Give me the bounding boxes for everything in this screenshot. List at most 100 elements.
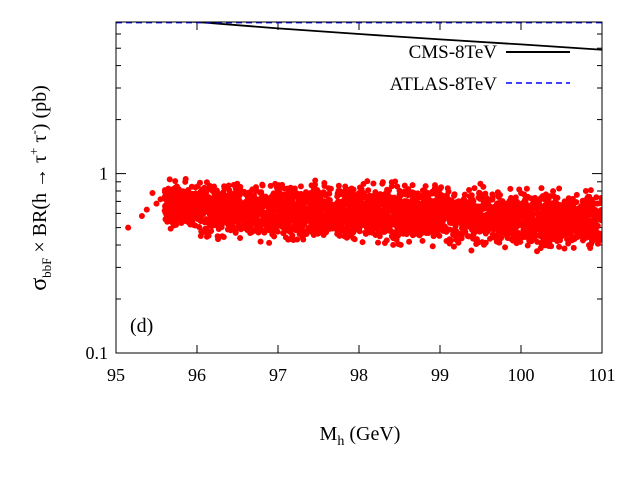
scatter-point — [153, 200, 160, 207]
series-line-cms-8tev — [180, 22, 602, 51]
scatter-point — [413, 205, 420, 212]
scatter-point — [437, 219, 444, 226]
scatter-point — [267, 205, 274, 212]
scatter-point — [209, 215, 216, 222]
scatter-point — [483, 195, 490, 202]
scatter-point — [550, 207, 557, 214]
scatter-point — [359, 201, 366, 208]
scatter-point — [381, 239, 388, 246]
scatter-point — [432, 197, 439, 204]
scatter-point — [468, 247, 475, 254]
scatter-point — [564, 227, 571, 234]
scatter-point — [286, 228, 293, 235]
scatter-point — [409, 182, 416, 189]
scatter-point — [254, 217, 261, 224]
scatter-point — [219, 217, 226, 224]
scatter-point — [443, 214, 450, 221]
scatter-point — [491, 215, 498, 222]
scatter-point — [321, 179, 328, 186]
scatter-point — [314, 187, 321, 194]
scatter-point — [314, 211, 321, 218]
scatter-point — [552, 230, 559, 237]
scatter-point — [312, 177, 319, 184]
scatter-point — [435, 210, 442, 217]
scatter-point — [467, 197, 474, 204]
scatter-point — [478, 224, 485, 231]
x-tick-label: 100 — [508, 365, 535, 385]
scatter-point — [516, 186, 523, 193]
scatter-point — [356, 195, 363, 202]
scatter-point — [320, 198, 327, 205]
scatter-point — [569, 217, 576, 224]
scatter-point — [565, 240, 572, 247]
scatter-point — [489, 231, 496, 238]
scatter-point — [496, 238, 503, 245]
scatter-point — [598, 210, 602, 217]
scatter-point — [404, 215, 411, 222]
scatter-point — [299, 203, 306, 210]
scatter-point — [323, 229, 330, 236]
scatter-point — [587, 187, 594, 194]
scatter-point — [517, 238, 524, 245]
scatter-point — [297, 183, 304, 190]
scatter-point — [324, 211, 331, 218]
scatter-point — [436, 232, 443, 239]
scatter-point — [186, 208, 193, 215]
scatter-point — [570, 244, 577, 251]
scatter-point — [206, 182, 213, 189]
scatter-point — [172, 211, 179, 218]
scatter-point — [355, 190, 362, 197]
scatter-point — [393, 216, 400, 223]
scatter-point — [519, 210, 526, 217]
scatter-point — [253, 187, 260, 194]
scatter-point — [234, 180, 241, 187]
y-axis-title: σbbF × BR(h → τ+ τ-) (pb) — [26, 85, 54, 291]
scatter-point — [270, 216, 277, 223]
scatter-point — [505, 228, 512, 235]
scatter-point — [267, 182, 274, 189]
scatter-point — [316, 204, 323, 211]
scatter-point — [550, 188, 557, 195]
scatter-point — [303, 215, 310, 222]
scatter-point — [466, 186, 473, 193]
scatter-point — [182, 178, 189, 185]
scatter-point — [564, 206, 571, 213]
scatter-point — [554, 203, 561, 210]
scatter-point — [279, 199, 286, 206]
scatter-point — [196, 223, 203, 230]
scatter-point — [523, 185, 530, 192]
scatter-point — [579, 197, 586, 204]
scatter-point — [390, 241, 397, 248]
scatter-point — [215, 236, 222, 243]
scatter-point — [530, 232, 537, 239]
scatter-point — [521, 198, 528, 205]
scatter-point — [506, 215, 513, 222]
scatter-point — [185, 186, 192, 193]
scatter-point — [376, 233, 383, 240]
scatter-point — [455, 239, 462, 246]
scatter-point — [211, 194, 218, 201]
scatter-point — [194, 183, 201, 190]
scatter-point — [415, 228, 422, 235]
scatter-point — [388, 183, 395, 190]
x-axis-title-main: M — [320, 423, 338, 445]
scatter-point — [530, 199, 537, 206]
scatter-point — [248, 229, 255, 236]
scatter-point — [201, 184, 208, 191]
scatter-point — [562, 200, 569, 207]
scatter-point — [281, 213, 288, 220]
y-axis-title-sup2: - — [26, 130, 41, 134]
scatter-point — [395, 232, 402, 239]
scatter-point — [433, 186, 440, 193]
scatter-point — [364, 212, 371, 219]
scatter-point — [299, 212, 306, 219]
minor-ticks — [116, 33, 602, 300]
scatter-point — [419, 237, 426, 244]
scatter-point — [593, 194, 600, 201]
scatter-point — [504, 234, 511, 241]
scatter-point — [310, 183, 317, 190]
scatter-point — [443, 228, 450, 235]
scatter-point — [353, 209, 360, 216]
scatter-point — [396, 198, 403, 205]
scatter-point — [294, 226, 301, 233]
